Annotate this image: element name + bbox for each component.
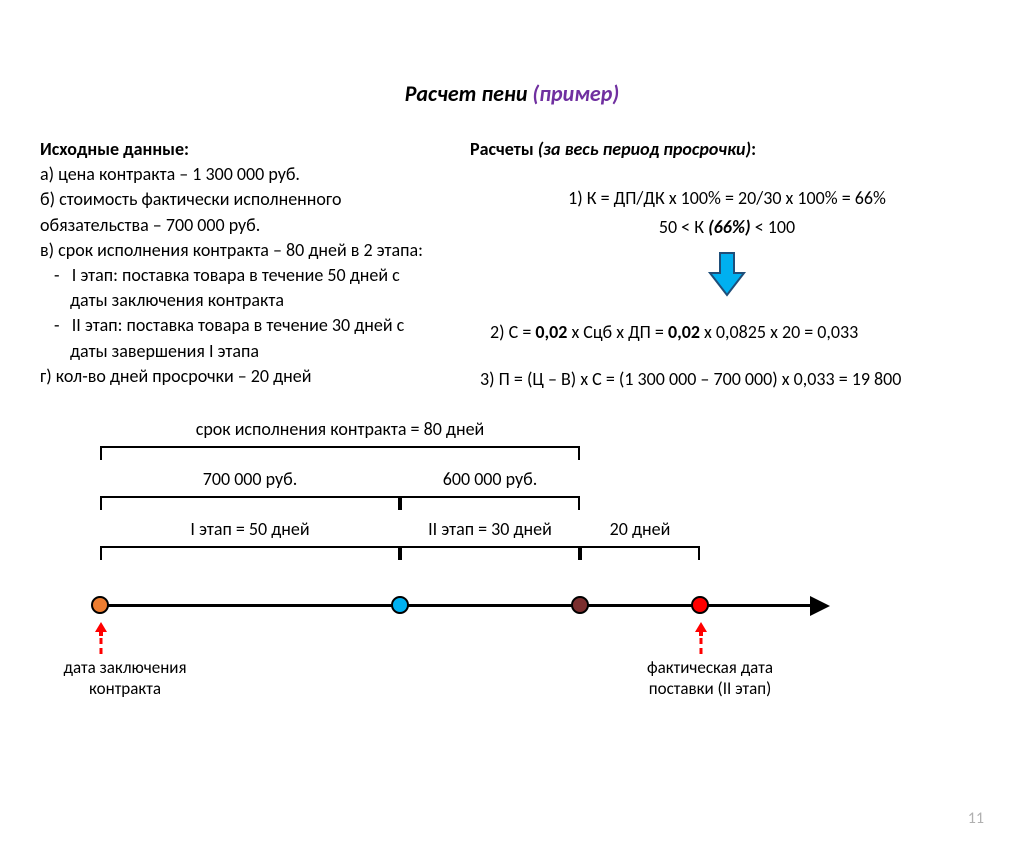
stage1-text: I этап: поставка товара в течение 50 дне…	[70, 264, 400, 311]
axis-line	[100, 604, 820, 607]
bracket-seg2	[400, 546, 580, 560]
title-text-2: (пример)	[532, 80, 619, 107]
slide-title: Расчет пени (пример)	[0, 80, 1024, 107]
left-item-a: а) цена контракта – 1 300 000 руб.	[40, 162, 430, 187]
dash-1: -	[54, 264, 60, 286]
calc-line-3: 3) П = (Ц – В) х С = (1 300 000 – 700 00…	[470, 367, 984, 392]
calc-line-2: 2) С = 0,02 х Сцб х ДП = 0,02 х 0,0825 х…	[470, 320, 984, 345]
red-arrow-up-right	[694, 622, 708, 656]
right-heading: Расчеты (за весь период просрочки):	[470, 137, 984, 162]
right-column: Расчеты (за весь период просрочки): 1) К…	[470, 137, 984, 396]
content-columns: Исходные данные: а) цена контракта – 1 3…	[0, 137, 1024, 396]
timeline-dot-start	[91, 596, 109, 614]
bracket-mid1-label: 700 000 руб.	[100, 468, 400, 494]
bracket-mid2-label: 600 000 руб.	[400, 468, 580, 494]
right-heading-plain: Расчеты	[470, 138, 538, 160]
left-stage2: - II этап: поставка товара в течение 30 …	[40, 313, 430, 363]
left-stage1: - I этап: поставка товара в течение 50 д…	[40, 263, 430, 313]
down-arrow-icon	[470, 249, 984, 306]
calc1b-bold: (66%)	[708, 216, 751, 238]
bracket-mid1	[100, 496, 400, 510]
c2-b2: 0,02	[668, 321, 700, 343]
bracket-mid2	[400, 496, 580, 510]
bracket-seg1	[100, 546, 400, 560]
left-item-b: б) стоимость фактически исполненного обя…	[40, 187, 430, 237]
callout-left-2: контракта	[40, 679, 210, 699]
calc1b-post: < 100	[751, 216, 795, 238]
calc1b-pre: 50 < К	[659, 216, 708, 238]
callout-right-2: поставки (II этап)	[620, 679, 800, 699]
c2-mid1: х Сцб х ДП =	[567, 321, 668, 343]
title-text-1: Расчет пени	[405, 80, 533, 107]
dash-2: -	[54, 314, 60, 336]
calc-line-1: 1) К = ДП/ДК х 100% = 20/30 х 100% = 66%	[470, 186, 984, 211]
timeline-axis	[100, 586, 820, 626]
callout-left: дата заключения контракта	[40, 658, 210, 699]
left-heading: Исходные данные:	[40, 137, 430, 162]
timeline-diagram: срок исполнения контракта = 80 дней 700 …	[40, 426, 984, 686]
callout-right-1: фактическая дата	[620, 658, 800, 678]
left-item-c: в) срок исполнения контракта – 80 дней в…	[40, 238, 430, 263]
seg2-label: II этап = 30 дней	[400, 518, 580, 544]
left-column: Исходные данные: а) цена контракта – 1 3…	[40, 137, 430, 396]
callout-left-1: дата заключения	[40, 658, 210, 678]
timeline-dot-stage1	[391, 596, 409, 614]
c2-post: х 0,0825 х 20 = 0,033	[700, 321, 858, 343]
axis-arrowhead-icon	[810, 594, 834, 618]
bracket-top-label: срок исполнения контракта = 80 дней	[100, 418, 580, 444]
timeline-dot-stage2	[571, 596, 589, 614]
bracket-top	[100, 446, 580, 460]
seg1-label: I этап = 50 дней	[100, 518, 400, 544]
right-heading-italic: (за весь период просрочки)	[538, 138, 751, 160]
left-item-d: г) кол-во дней просрочки – 20 дней	[40, 364, 430, 389]
right-heading-colon: :	[751, 138, 756, 160]
callout-right: фактическая дата поставки (II этап)	[620, 658, 800, 699]
seg3-label: 20 дней	[580, 518, 700, 544]
calc-line-1b: 50 < К (66%) < 100	[470, 215, 984, 240]
timeline-dot-actual	[691, 596, 709, 614]
red-arrow-up-left	[94, 622, 108, 656]
page-number: 11	[968, 809, 984, 828]
stage2-text: II этап: поставка товара в течение 30 дн…	[70, 314, 404, 361]
c2-pre: 2) С =	[490, 321, 535, 343]
bracket-seg3	[580, 546, 700, 560]
c2-b1: 0,02	[535, 321, 567, 343]
